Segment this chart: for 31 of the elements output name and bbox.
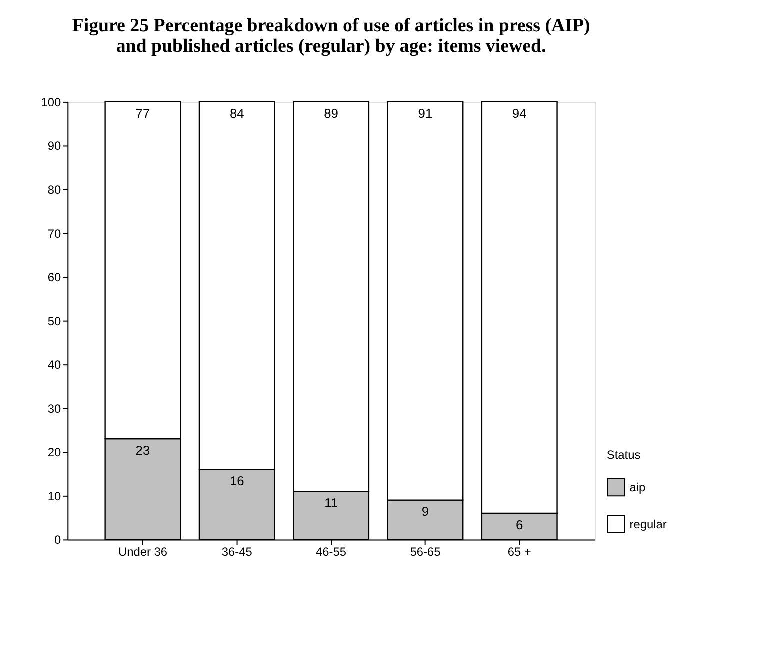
data-label: 84 [230, 106, 244, 121]
x-tick-label: 56-65 [410, 545, 442, 560]
y-tick-label: 20 [48, 446, 62, 460]
data-label: 89 [324, 106, 338, 121]
text: and published articles (regular) by age: items viewed. [116, 36, 546, 58]
data-label: 77 [136, 106, 150, 121]
x-tick-label: Under 36 [118, 545, 168, 560]
data-label: 9 [422, 504, 430, 520]
y-tick-label: 80 [48, 182, 62, 197]
y-tick-label: 10 [48, 489, 62, 504]
y-tick-label: 40 [48, 358, 62, 372]
y-tick-label: 0 [54, 533, 62, 548]
legend-label: regular [630, 517, 667, 532]
data-label: 16 [230, 474, 244, 489]
y-tick-label: 90 [48, 139, 62, 154]
x-tick-label: 36-45 [222, 545, 253, 560]
data-label: 94 [512, 106, 527, 121]
legend-label: aip [630, 480, 646, 494]
x-tick-label: 65 + [508, 545, 532, 560]
data-label: 6 [516, 517, 524, 532]
y-tick-label: 100 [41, 95, 62, 110]
y-tick-label: 50 [48, 314, 62, 328]
y-tick-label: 60 [48, 270, 62, 285]
legend-title: Status [606, 448, 641, 462]
y-tick-label: 70 [48, 226, 62, 241]
data-label: 23 [136, 442, 150, 458]
data-label: 91 [418, 106, 433, 121]
data-label: 11 [324, 495, 338, 510]
text: Figure 25 Percentage breakdown of use of articles in press (AIP) [72, 15, 590, 36]
y-tick-label: 30 [48, 402, 62, 416]
x-tick-label: 46-55 [316, 545, 347, 560]
